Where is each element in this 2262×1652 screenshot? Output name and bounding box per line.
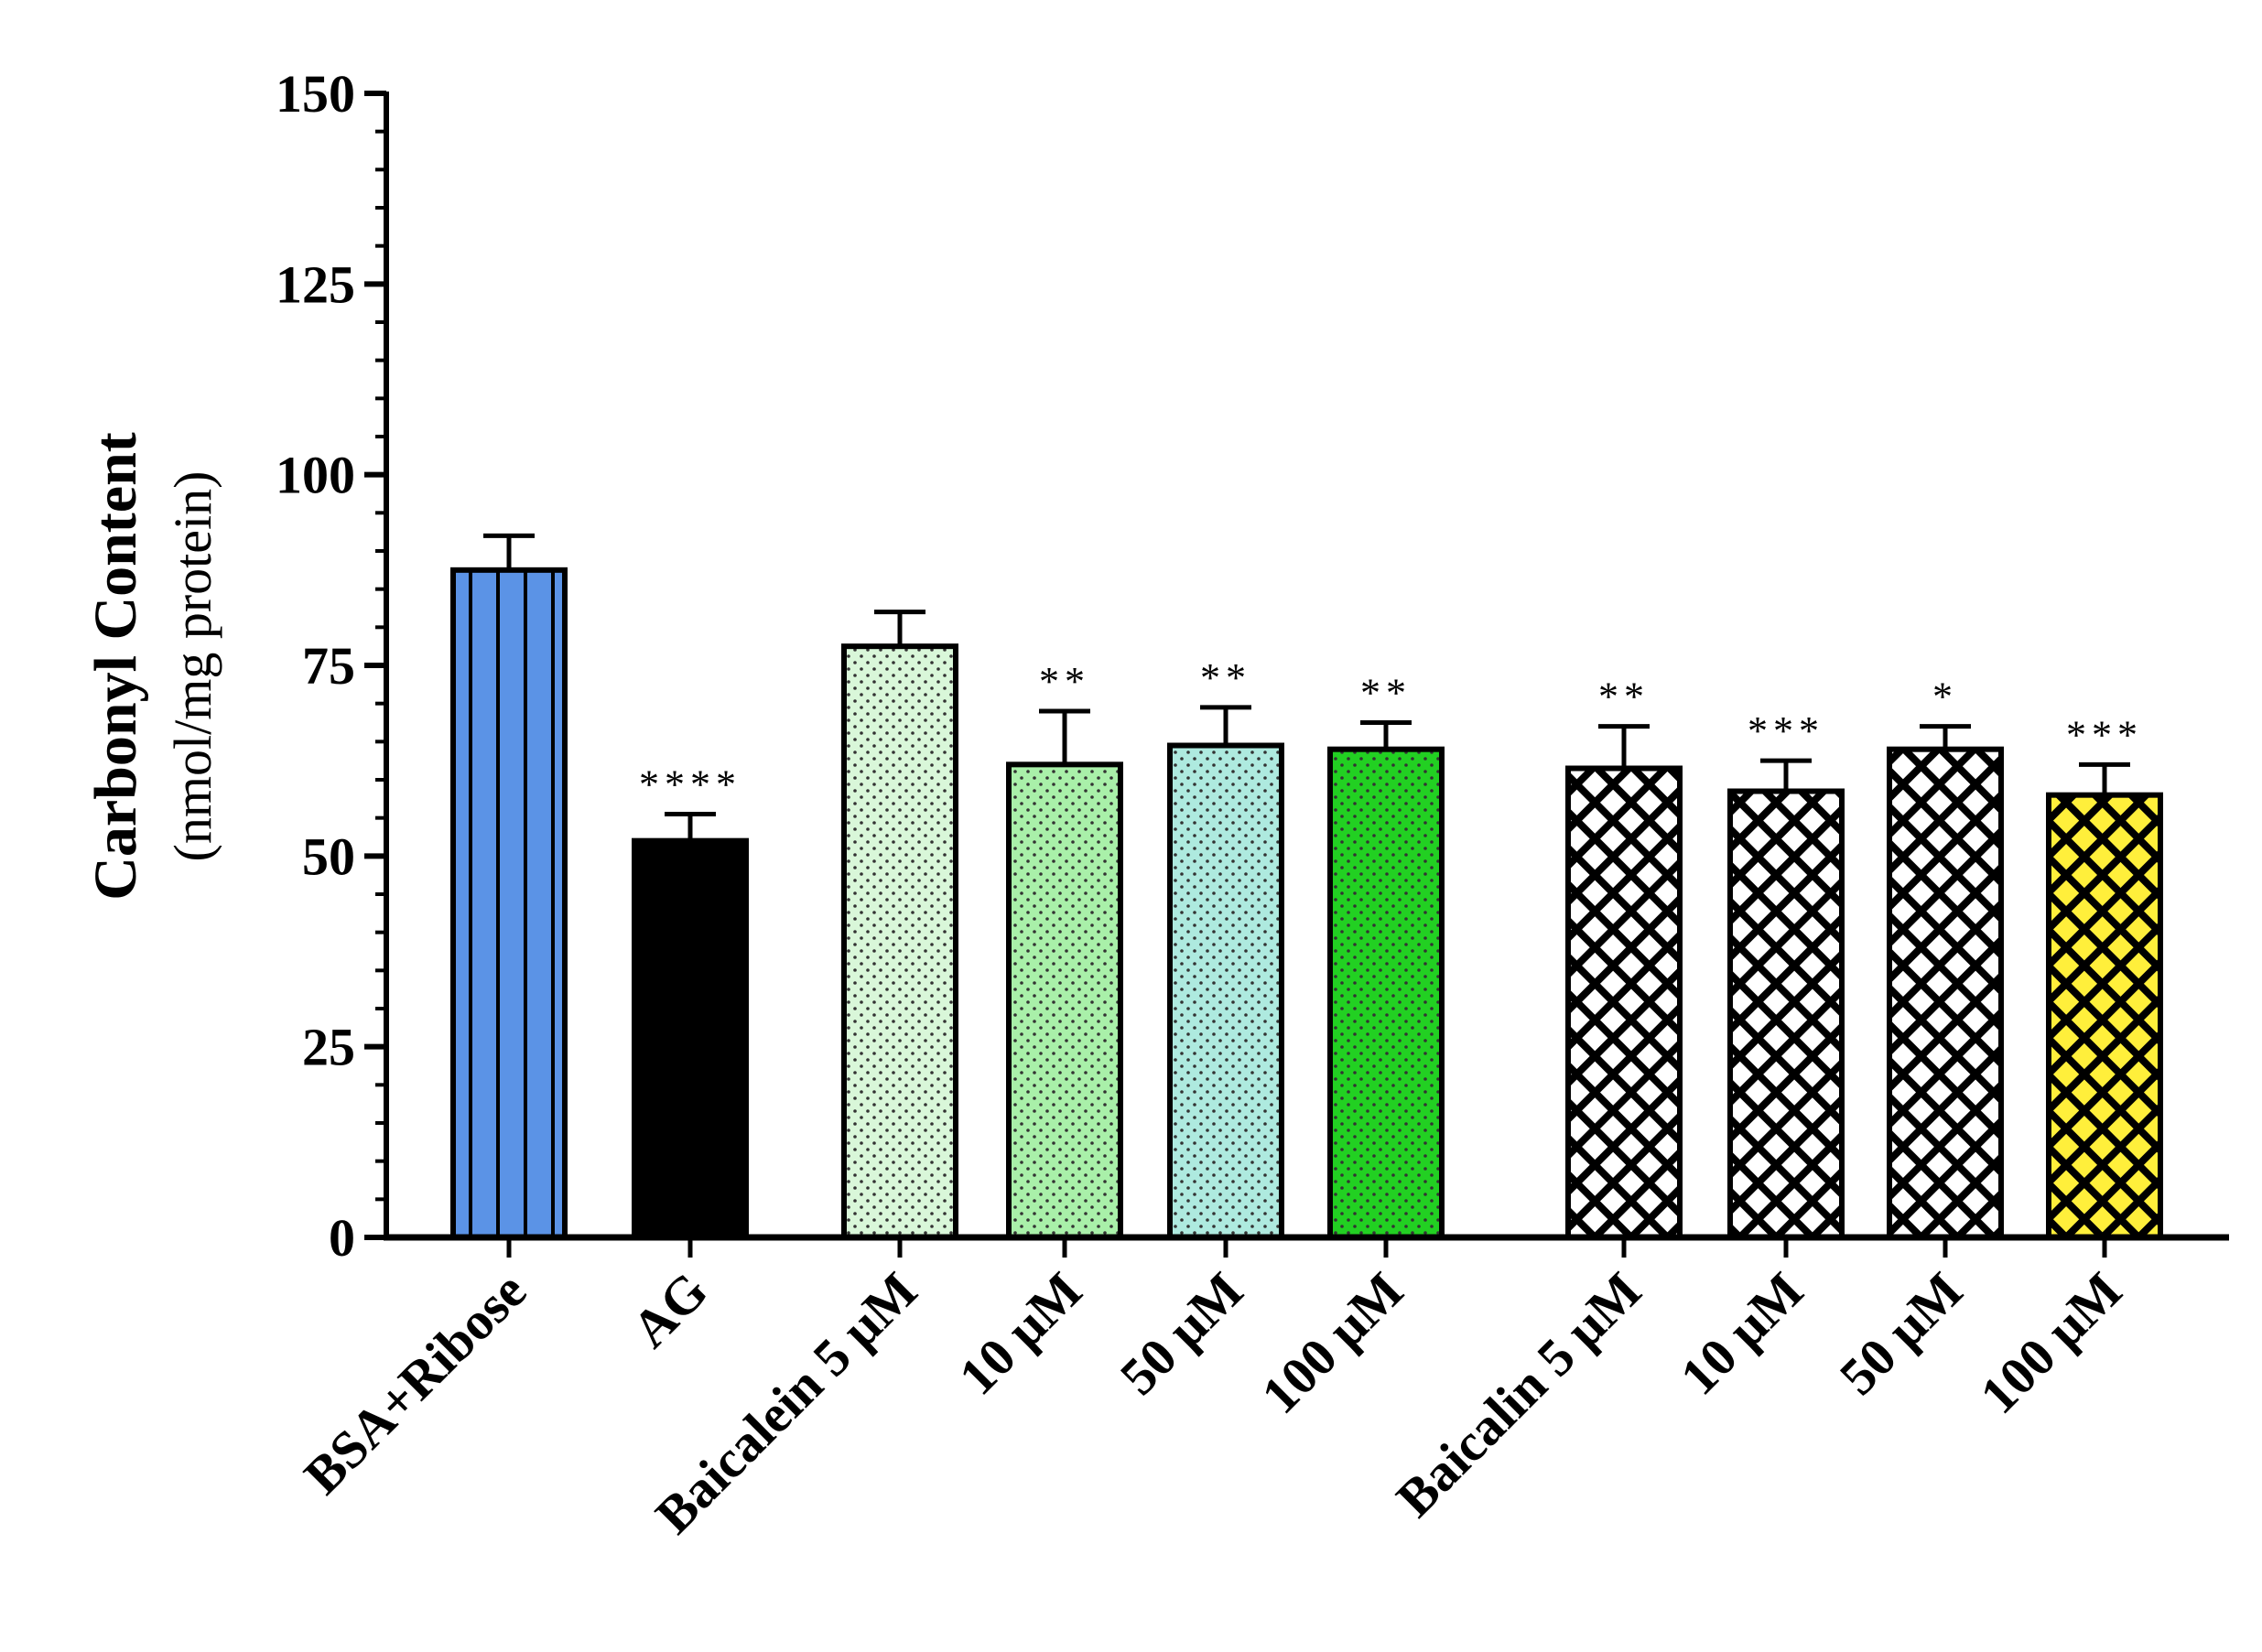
y-axis: 0 25 50 75 100 125 150 [276,64,389,1268]
y-tick-label: 150 [276,64,355,124]
category-label: Baicalin 5 μM [1385,1260,1652,1528]
y-axis-title: Carbonyl Content [82,432,149,901]
significance-label: *** [2066,712,2143,757]
bar [1006,761,1123,1240]
bar-group: *** [1727,708,1845,1240]
bar [632,837,749,1241]
bar [1727,788,1845,1240]
bar-group [841,610,958,1240]
y-tick-label: 125 [276,254,355,314]
bar [1327,746,1445,1240]
bar [450,567,568,1240]
category-label: 100 μM [1968,1260,2133,1425]
significance-label: ** [1200,655,1251,700]
x-axis [384,1234,2229,1258]
bar [2046,792,2163,1241]
category-label: AG [621,1260,719,1358]
y-tick-label: 50 [302,826,355,886]
y-tick-label: 0 [329,1208,355,1268]
y-tick-label: 100 [276,446,355,505]
y-tick-label: 25 [302,1018,355,1077]
significance-label: *** [1748,708,1824,753]
y-axis-subtitle: (nmol/mg protein) [163,471,222,862]
category-label: BSA+Ribose [293,1260,538,1506]
category-label: 10 μM [1669,1260,1814,1406]
bar-group: ** [1327,671,1445,1240]
significance-label: ** [1360,671,1412,716]
bar [1167,742,1284,1240]
bars: ****** ** ** ********* [450,533,2163,1241]
bar-group [450,533,568,1240]
y-axis-label: Carbonyl Content (nmol/mg protein) [82,432,222,901]
category-label: 50 μM [1109,1260,1254,1406]
bar [841,643,958,1240]
bar-group: ** [1006,659,1123,1240]
significance-label: ** [1598,675,1650,719]
bar-group: ** [1565,675,1683,1240]
bar-group: * [1887,675,2004,1240]
bar [1565,765,1683,1240]
category-label: 100 μM [1250,1260,1414,1425]
bar-group: *** [2046,712,2163,1241]
y-tick-label: 75 [302,636,355,696]
bar-group: **** [632,762,749,1241]
significance-label: ** [1039,659,1090,704]
bar [1887,746,2004,1240]
category-label: 50 μM [1828,1260,1974,1406]
significance-label: * [1932,675,1958,719]
bar-group: ** [1167,655,1284,1240]
significance-label: **** [639,762,741,807]
category-label: 10 μM [947,1260,1093,1406]
